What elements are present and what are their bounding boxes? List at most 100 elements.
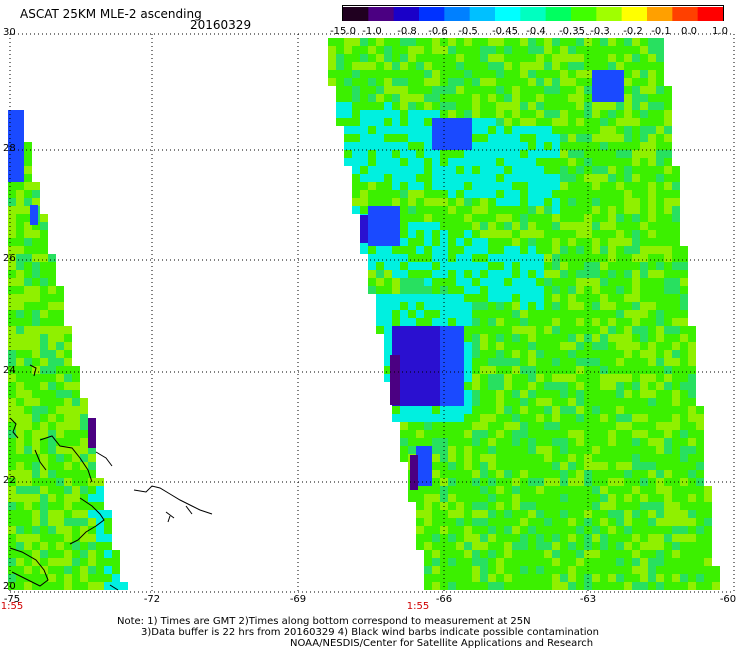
swath-cell bbox=[376, 110, 384, 118]
swath-cell bbox=[624, 62, 632, 70]
swath-cell bbox=[464, 166, 472, 174]
swath-cell bbox=[480, 118, 488, 126]
swath-cell bbox=[424, 294, 432, 302]
swath-cell bbox=[688, 574, 696, 582]
swath-cell bbox=[568, 390, 576, 398]
swath-cell bbox=[416, 486, 424, 494]
swath-cell bbox=[624, 462, 632, 470]
swath-cell bbox=[592, 246, 600, 254]
swath-cell bbox=[120, 582, 128, 590]
swath-cell bbox=[376, 302, 384, 310]
swath-cell bbox=[40, 334, 48, 342]
swath-cell bbox=[32, 574, 40, 582]
swath-cell bbox=[640, 286, 648, 294]
swath-cell bbox=[640, 446, 648, 454]
swath-cell bbox=[544, 478, 552, 486]
swath-cell bbox=[496, 366, 504, 374]
swath-cell bbox=[496, 222, 504, 230]
swath-cell bbox=[16, 166, 24, 174]
swath-cell bbox=[608, 134, 616, 142]
swath-cell bbox=[392, 38, 400, 46]
swath-cell bbox=[424, 126, 432, 134]
swath-cell bbox=[704, 558, 712, 566]
swath-cell bbox=[624, 414, 632, 422]
swath-cell bbox=[648, 318, 656, 326]
swath-cell bbox=[32, 422, 40, 430]
swath-cell bbox=[336, 38, 344, 46]
swath-cell bbox=[496, 422, 504, 430]
swath-cell bbox=[672, 206, 680, 214]
swath-cell bbox=[632, 558, 640, 566]
swath-cell bbox=[568, 510, 576, 518]
swath-cell bbox=[448, 398, 456, 406]
swath-cell bbox=[416, 326, 424, 334]
swath-cell bbox=[568, 366, 576, 374]
swath-cell bbox=[112, 574, 120, 582]
swath-cell bbox=[104, 550, 112, 558]
swath-cell bbox=[640, 310, 648, 318]
swath-cell bbox=[408, 278, 416, 286]
swath-cell bbox=[392, 318, 400, 326]
swath-cell bbox=[560, 70, 568, 78]
swath-cell bbox=[552, 294, 560, 302]
swath-cell bbox=[96, 558, 104, 566]
swath-cell bbox=[16, 206, 24, 214]
swath-cell bbox=[600, 214, 608, 222]
swath-cell bbox=[632, 542, 640, 550]
swath-cell bbox=[408, 302, 416, 310]
swath-cell bbox=[632, 350, 640, 358]
swath-cell bbox=[376, 118, 384, 126]
swath-cell bbox=[608, 342, 616, 350]
swath-cell bbox=[448, 350, 456, 358]
swath-cell bbox=[56, 326, 64, 334]
swath-cell bbox=[408, 206, 416, 214]
swath-cell bbox=[560, 422, 568, 430]
swath-cell bbox=[24, 230, 32, 238]
swath-cell bbox=[456, 366, 464, 374]
swath-cell bbox=[424, 78, 432, 86]
swath-cell bbox=[360, 134, 368, 142]
swath-cell bbox=[408, 174, 416, 182]
swath-cell bbox=[384, 294, 392, 302]
swath-cell bbox=[504, 54, 512, 62]
swath-cell bbox=[552, 302, 560, 310]
swath-cell bbox=[432, 534, 440, 542]
swath-cell bbox=[512, 254, 520, 262]
swath-cell bbox=[352, 150, 360, 158]
swath-cell bbox=[48, 270, 56, 278]
swath-cell bbox=[576, 438, 584, 446]
swath-cell bbox=[488, 246, 496, 254]
swath-cell bbox=[608, 406, 616, 414]
swath-cell bbox=[368, 166, 376, 174]
swath-cell bbox=[448, 462, 456, 470]
swath-cell bbox=[656, 302, 664, 310]
swath-cell bbox=[472, 102, 480, 110]
swath-cell bbox=[496, 526, 504, 534]
swath-cell bbox=[624, 574, 632, 582]
swath-cell bbox=[384, 102, 392, 110]
swath-cell bbox=[464, 214, 472, 222]
swath-cell bbox=[696, 574, 704, 582]
swath-cell bbox=[592, 390, 600, 398]
swath-cell bbox=[40, 398, 48, 406]
swath-cell bbox=[528, 438, 536, 446]
swath-cell bbox=[672, 342, 680, 350]
swath-cell bbox=[648, 86, 656, 94]
swath-cell bbox=[456, 262, 464, 270]
swath-cell bbox=[72, 414, 80, 422]
swath-cell bbox=[656, 486, 664, 494]
swath-cell bbox=[480, 78, 488, 86]
swath-cell bbox=[456, 62, 464, 70]
swath-cell bbox=[24, 542, 32, 550]
swath-cell bbox=[72, 566, 80, 574]
swath-cell bbox=[416, 214, 424, 222]
swath-cell bbox=[352, 102, 360, 110]
swath-cell bbox=[16, 294, 24, 302]
swath-cell bbox=[448, 286, 456, 294]
swath-cell bbox=[480, 142, 488, 150]
swath-cell bbox=[400, 318, 408, 326]
swath-cell bbox=[344, 158, 352, 166]
swath-cell bbox=[56, 454, 64, 462]
swath-cell bbox=[400, 246, 408, 254]
swath-cell bbox=[696, 470, 704, 478]
